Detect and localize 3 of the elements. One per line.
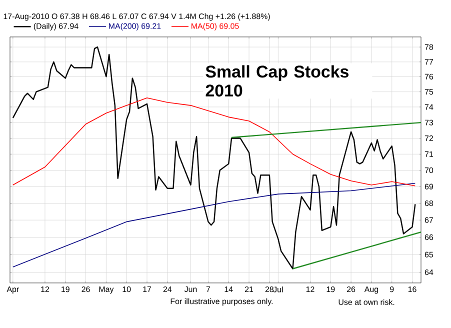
- line-series: [12, 97, 416, 186]
- line-series: [12, 182, 416, 268]
- text: Small Cap Stocks 2010: [206, 65, 348, 97]
